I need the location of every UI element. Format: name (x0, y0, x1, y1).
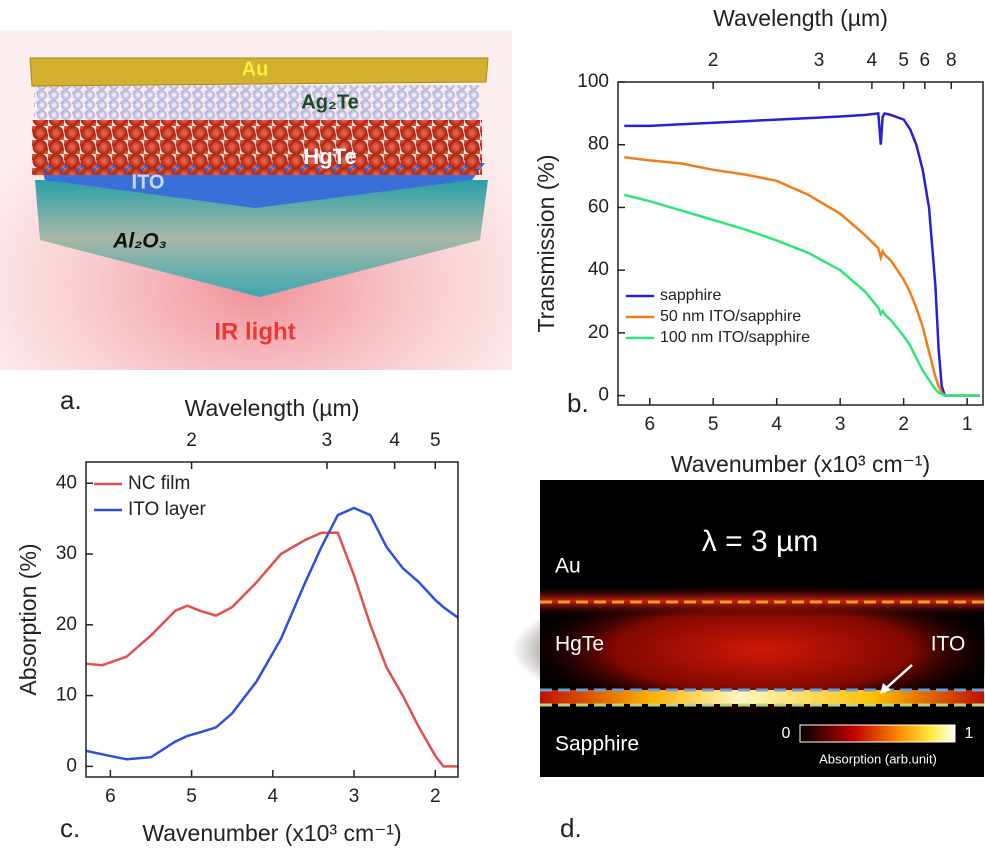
label: ITO (931, 633, 966, 656)
x-tick-label: 4 (268, 786, 279, 807)
x-tick-label: 3 (349, 786, 360, 807)
x2-tick-label: 5 (430, 430, 441, 451)
y-tick-label: 0 (598, 385, 609, 406)
label: IR light (214, 318, 295, 345)
legend-label: 100 nm ITO/sapphire (660, 329, 810, 346)
field-ito-band (540, 690, 984, 704)
x2-axis-label: Wavelength (µm) (185, 395, 360, 421)
x-axis-label: Wavenumber (x10³ cm⁻¹) (671, 451, 930, 477)
x-tick-label: 2 (898, 414, 909, 435)
illustration: Au Ag₂Te HgTe ITO Al₂O₃ IR light a. (0, 30, 512, 415)
au-layer (29, 57, 489, 87)
x-axis-label: Wavenumber (x10³ cm⁻¹) (142, 820, 401, 846)
x2-tick-label: 5 (898, 50, 909, 71)
hgte-layer (32, 120, 482, 175)
x2-tick-label: 4 (867, 50, 878, 71)
x-tick-label: 5 (708, 414, 719, 435)
y-tick-label: 40 (588, 259, 609, 280)
label: HgTe (555, 633, 604, 656)
x2-tick-label: 2 (186, 430, 197, 451)
x-tick-label: 4 (771, 414, 782, 435)
panel-label: b. (567, 388, 589, 418)
arrow (883, 664, 913, 691)
plot-area (86, 506, 458, 768)
series-line (623, 193, 980, 397)
colorbar-label: Absorption (arb.unit) (819, 751, 937, 766)
legend-label: sapphire (660, 287, 721, 304)
legend-label: 50 nm ITO/sapphire (660, 308, 801, 325)
legend-label: ITO layer (128, 499, 206, 520)
axes-frame (85, 461, 459, 778)
colorbar-tick-label: 0 (782, 725, 791, 742)
y-tick-label: 30 (56, 543, 77, 564)
series-line (86, 506, 458, 761)
x2-axis-label: Wavelength (µm) (713, 5, 888, 31)
x2-tick-label: 3 (322, 430, 333, 451)
x2-tick-label: 4 (389, 430, 400, 451)
label: Al₂O₃ (112, 230, 167, 253)
label: Au (242, 58, 269, 80)
x-tick-label: 3 (835, 414, 846, 435)
x2-tick-label: 8 (946, 50, 957, 71)
y-tick-label: 20 (56, 614, 77, 635)
y-tick-label: 20 (588, 322, 609, 343)
series-line (624, 111, 980, 397)
y-tick-label: 80 (588, 134, 609, 155)
series-line (86, 531, 458, 768)
label: Sapphire (555, 733, 639, 756)
sapphire-substrate (35, 180, 488, 297)
x-tick-label: 2 (430, 786, 441, 807)
x2-tick-label: 2 (708, 50, 719, 71)
y-axis-label: Transmission (%) (533, 154, 559, 332)
y-tick-label: 100 (577, 71, 609, 92)
x2-tick-label: 6 (920, 50, 931, 71)
legend-label: NC film (128, 473, 190, 494)
x-tick-label: 5 (186, 786, 197, 807)
panel-label: d. (560, 813, 582, 843)
x-tick-label: 6 (105, 786, 116, 807)
chart: 6 5 4 3 2 2 3 4 5 0 10 20 30 40 Wavelength (µm) Wavenum… (15, 395, 459, 846)
label: ITO (132, 171, 165, 193)
y-tick-label: 40 (56, 472, 77, 493)
label: HgTe (303, 144, 356, 169)
y-tick-label: 10 (56, 685, 77, 706)
field-map: λ = 3 µm Au HgTe ITO Sapphire Absorption… (512, 480, 985, 843)
colorbar-tick-label: 1 (965, 725, 974, 742)
label: Au (555, 555, 581, 578)
panel-label: c. (60, 813, 80, 843)
label: Ag₂Te (301, 91, 358, 113)
ag2te-layer (34, 85, 479, 120)
panel-label: a. (60, 385, 82, 415)
x2-tick-label: 3 (814, 50, 825, 71)
arrowhead (880, 683, 891, 694)
map-title: λ = 3 µm (702, 525, 818, 558)
y-axis-label: Absorption (%) (15, 543, 41, 695)
y-tick-label: 60 (588, 196, 609, 217)
y-tick-label: 0 (66, 755, 77, 776)
x-tick-label: 1 (962, 414, 973, 435)
axes-frame (617, 81, 984, 406)
x-tick-label: 6 (644, 414, 655, 435)
colorbar (799, 724, 956, 743)
plot-area (623, 111, 980, 397)
